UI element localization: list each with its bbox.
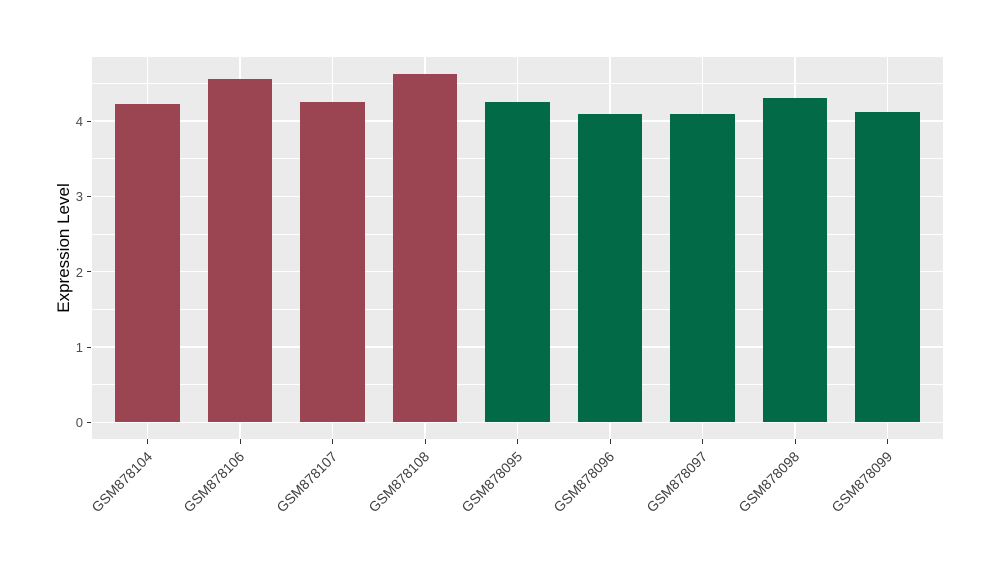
bar-GSM878096	[577, 114, 643, 423]
y-tick-label: 3	[75, 189, 83, 205]
y-tick-label: 1	[75, 340, 83, 356]
y-tick-label: 4	[75, 114, 83, 130]
x-tick-label: GSM878107	[160, 448, 340, 515]
x-tick-label: GSM878095	[345, 448, 525, 515]
x-tick-mark	[609, 439, 611, 444]
bar-GSM878106	[207, 78, 273, 423]
x-tick-mark	[239, 439, 241, 444]
x-tick-label: GSM878106	[67, 448, 248, 515]
x-tick-label-text: GSM878095	[458, 448, 526, 516]
x-tick-label-text: GSM878108	[365, 448, 433, 516]
x-tick-mark	[147, 439, 148, 444]
x-tick-mark	[794, 439, 796, 444]
x-tick-label: GSM878104	[0, 448, 155, 515]
x-tick-label-text: GSM878106	[180, 448, 248, 516]
bar-GSM878104	[115, 104, 180, 423]
y-tick-mark	[87, 120, 91, 122]
x-tick-mark	[517, 439, 518, 444]
x-tick-label-text: GSM878097	[643, 448, 711, 516]
bar-GSM878099	[855, 112, 920, 423]
x-tick-label: GSM878097	[530, 448, 710, 515]
x-tick-label-text: GSM878104	[88, 448, 156, 516]
x-tick-mark	[424, 439, 426, 444]
bar-GSM878095	[485, 102, 550, 423]
x-tick-label: GSM878099	[715, 448, 895, 515]
y-tick-label: 0	[75, 415, 83, 431]
y-tick-label: 2	[75, 264, 83, 280]
x-tick-label-text: GSM878096	[550, 448, 618, 516]
x-tick-label: GSM878096	[437, 448, 618, 515]
x-tick-mark	[332, 439, 333, 444]
x-tick-mark	[887, 439, 888, 444]
bar-GSM878098	[762, 97, 828, 423]
x-tick-label-text: GSM878107	[273, 448, 341, 516]
bar-GSM878097	[670, 113, 735, 423]
x-tick-label: GSM878108	[252, 448, 433, 515]
x-tick-label-text: GSM878098	[735, 448, 803, 516]
y-tick-mark	[87, 346, 91, 348]
bar-GSM878107	[300, 102, 365, 423]
bar-GSM878108	[392, 73, 458, 423]
y-tick-mark	[87, 271, 91, 273]
x-tick-label-text: GSM878099	[828, 448, 896, 516]
y-tick-mark	[87, 421, 91, 423]
x-tick-mark	[702, 439, 703, 444]
y-tick-mark	[87, 195, 91, 197]
x-tick-label: GSM878098	[622, 448, 803, 515]
